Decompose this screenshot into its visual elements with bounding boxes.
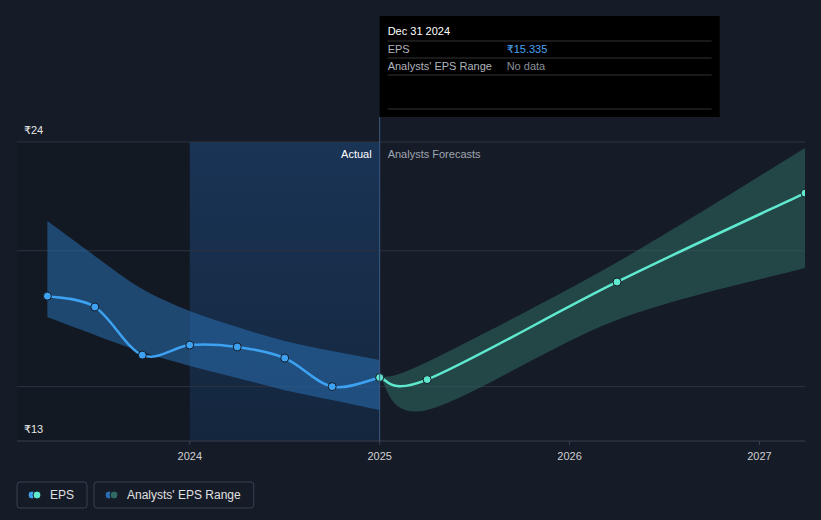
x-tick-label: 2025 — [367, 450, 391, 462]
tooltip-box — [380, 16, 720, 117]
legend-swatch — [33, 491, 41, 499]
x-tick — [189, 441, 190, 445]
legend-box — [94, 482, 254, 508]
eps-point — [801, 189, 805, 197]
eps-point — [186, 341, 194, 349]
annotation: Actual — [341, 148, 372, 160]
tooltip-date: Dec 31 2024 — [388, 25, 450, 37]
legend-item: EPS — [17, 482, 87, 508]
y-tick-label: ₹13 — [24, 423, 43, 435]
background — [0, 0, 821, 520]
eps-point — [138, 351, 146, 359]
x-tick — [379, 441, 380, 445]
eps-point — [91, 303, 99, 311]
x-tick-label: 2024 — [178, 450, 202, 462]
range-band — [47, 221, 379, 410]
legend-swatch — [110, 491, 118, 499]
annotation: Analysts Forecasts — [388, 148, 481, 160]
x-tick — [569, 441, 570, 445]
tooltip-value: ₹15.335 — [507, 43, 548, 55]
tooltip-rule — [388, 41, 712, 42]
eps-point — [281, 354, 289, 362]
grid-line — [17, 142, 805, 143]
tooltip-rule — [388, 58, 712, 59]
legend-box — [17, 482, 87, 508]
eps-point — [43, 292, 51, 300]
x-tick-label: 2027 — [747, 450, 771, 462]
tooltip-rule — [388, 109, 712, 110]
tooltip-label: EPS — [388, 43, 410, 55]
eps-line — [47, 296, 379, 387]
eps-point — [423, 376, 431, 384]
tooltip-label: Analysts' EPS Range — [388, 60, 492, 72]
y-tick-label: ₹24 — [24, 124, 43, 136]
eps-line — [380, 193, 805, 386]
eps-point — [233, 343, 241, 351]
x-tick-label: 2026 — [557, 450, 581, 462]
legend-item: Analysts' EPS Range — [94, 482, 254, 508]
x-axis-line — [17, 441, 805, 442]
plot-area — [43, 148, 805, 412]
grid-line — [17, 441, 805, 442]
range-band — [380, 148, 805, 412]
tooltip-value: No data — [507, 60, 546, 72]
legend-label: EPS — [50, 488, 74, 502]
x-tick — [759, 441, 760, 445]
chart: ₹13 ₹24 2024 2025 2026 2027 Actual Analysts For… — [0, 0, 821, 520]
legend-label: Analysts' EPS Range — [127, 488, 241, 502]
eps-point — [328, 383, 336, 391]
tooltip-rule — [388, 75, 712, 76]
divider-line — [379, 117, 380, 441]
eps-point — [613, 278, 621, 286]
